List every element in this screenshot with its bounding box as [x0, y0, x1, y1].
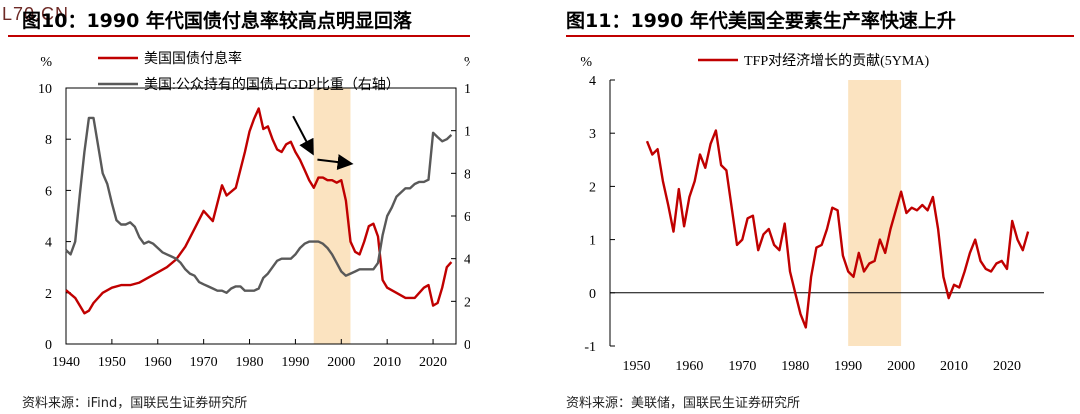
legend-label-2: 美国:公众持有的国债占GDP比重（右轴）: [144, 77, 400, 93]
y-left-tick-label: 6: [45, 184, 52, 199]
y-tick-label: 4: [589, 74, 596, 89]
x-tick-label: 1950: [622, 359, 650, 374]
y-right-tick-label: 20: [464, 295, 470, 310]
legend-label-1: 美国国债付息率: [144, 50, 242, 67]
y-tick-label: 0: [589, 287, 596, 302]
left-chart-title: 图10：1990 年代国债付息率较高点明显回落: [22, 10, 412, 32]
watermark: L70.CN: [2, 4, 70, 24]
y-right-tick-label: 100: [464, 125, 470, 140]
x-tick-label: 1970: [190, 355, 218, 370]
annotation-arrow-down: [292, 115, 314, 156]
x-tick-label: 1990: [281, 355, 309, 370]
x-tick-label: 2000: [327, 355, 355, 370]
y-tick-label: -1: [584, 340, 596, 355]
right-title-rule: [566, 35, 1074, 37]
left-chart-panel: 图10：1990 年代国债付息率较高点明显回落 0 2 4 6 8 10% 0 20 40 60 8…: [8, 0, 470, 414]
y-right-tick-label: 0: [464, 338, 470, 353]
right-chart: -1 0 1 2 3 4% 1950 1960 1970 1980 1990 2000 2010 2020…: [580, 53, 1044, 374]
y-left-tick-label: 0: [45, 338, 52, 353]
x-tick-label: 1940: [52, 355, 80, 370]
y-axis-label: %: [580, 55, 592, 70]
x-tick-label: 2020: [993, 359, 1021, 374]
x-tick-label: 1980: [781, 359, 809, 374]
y-right-axis-label: %: [464, 55, 470, 70]
left-title-rule: [8, 35, 470, 37]
y-left-tick-label: 4: [45, 236, 52, 251]
x-tick-label: 1960: [675, 359, 703, 374]
right-chart-source: 资料来源：美联储，国联民生证券研究所: [566, 396, 801, 411]
y-left-axis-label: %: [40, 55, 52, 70]
y-left-tick-label: 2: [45, 287, 52, 302]
series-line-1: [65, 107, 453, 315]
series-line-1: [645, 129, 1030, 329]
highlight-band: [313, 88, 351, 344]
x-tick-label: 2020: [419, 355, 447, 370]
y-tick-label: 3: [589, 127, 596, 142]
x-tick-label: 1960: [144, 355, 172, 370]
x-tick-label: 2010: [373, 355, 401, 370]
y-right-tick-label: 40: [464, 253, 470, 268]
x-tick-label: 1950: [98, 355, 126, 370]
y-tick-label: 1: [589, 234, 596, 249]
highlight-band: [848, 80, 902, 346]
y-right-tick-label: 60: [464, 210, 470, 225]
legend-label-1: TFP对经济增长的贡献(5YMA): [744, 53, 929, 69]
plot-frame: [65, 87, 457, 345]
y-left-tick-label: 8: [45, 133, 52, 148]
y-left-tick-label: 10: [38, 82, 52, 97]
x-tick-label: 1970: [728, 359, 756, 374]
x-tick-label: 1990: [834, 359, 862, 374]
x-tick-label: 2000: [887, 359, 915, 374]
y-tick-label: 2: [589, 180, 596, 195]
x-tick-label: 1980: [236, 355, 264, 370]
left-chart-source: 资料来源：iFind，国联民生证券研究所: [22, 396, 248, 411]
y-right-tick-label: 120: [464, 82, 470, 97]
annotation-arrow-flat: [317, 154, 354, 171]
right-chart-panel: 图11：1990 年代美国全要素生产率快速上升 -1 0 1 2 3 4% 1950 1960…: [566, 0, 1074, 414]
series-line-2: [65, 116, 453, 295]
left-chart: 0 2 4 6 8 10% 0 20 40 60 80 100 120% 1940 1950 1960 1970…: [38, 50, 470, 370]
y-right-tick-label: 80: [464, 167, 470, 182]
right-chart-title: 图11：1990 年代美国全要素生产率快速上升: [566, 10, 956, 32]
x-tick-label: 2010: [940, 359, 968, 374]
